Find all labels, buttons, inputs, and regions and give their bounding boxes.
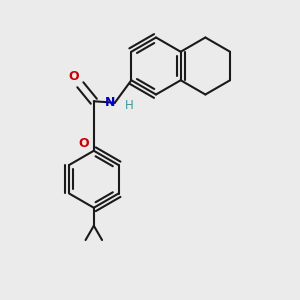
Text: H: H [125,99,134,112]
Text: O: O [68,70,79,83]
Text: N: N [104,96,115,109]
Text: O: O [79,137,89,150]
